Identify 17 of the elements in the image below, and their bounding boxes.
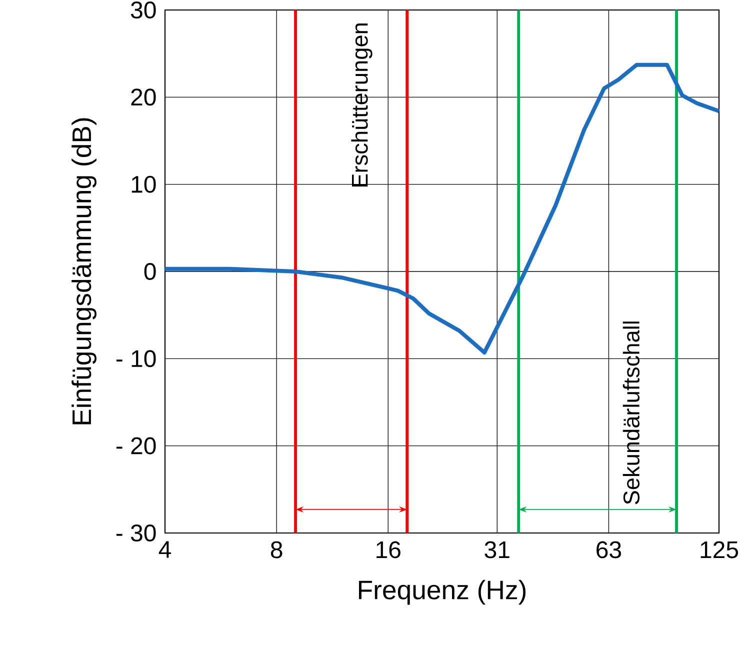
y-tick-label: 10	[132, 176, 156, 193]
x-tick-label: 31	[484, 541, 510, 558]
x-tick-label: 4	[158, 541, 171, 558]
y-tick-label: 0	[144, 262, 156, 280]
x-tick-label: 16	[376, 541, 400, 558]
y-tick-label: - 30	[116, 524, 156, 542]
ref-line-label: Sekundärluftschall	[622, 322, 640, 504]
ref-line-label: Erschütterungen	[351, 24, 372, 187]
y-axis-title: Einfügungsdämmung (dB)	[72, 118, 96, 424]
x-tick-label: 125	[700, 541, 738, 558]
y-tick-label: 20	[131, 88, 156, 106]
y-tick-label: - 20	[116, 437, 156, 454]
x-axis-title: Frequenz (Hz)	[358, 580, 526, 605]
x-tick-label: 8	[270, 541, 282, 558]
x-tick-label: 63	[596, 541, 622, 558]
y-tick-label: 30	[130, 1, 156, 18]
y-tick-label: - 10	[116, 350, 156, 368]
